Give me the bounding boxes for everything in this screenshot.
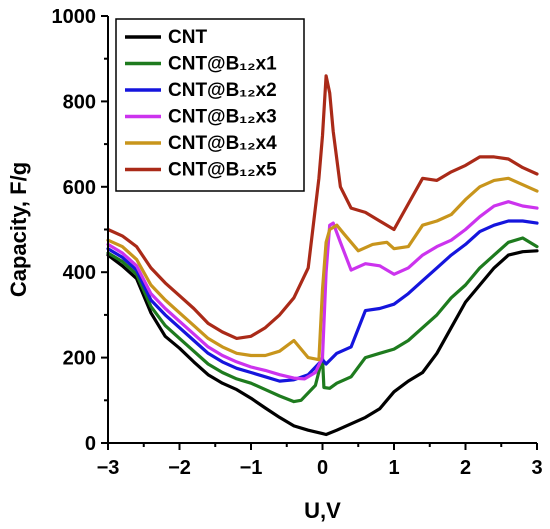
y-tick-label: 600 [63,177,96,199]
series-lines [106,74,539,437]
x-axis-title: U,V [304,498,341,523]
legend-entry: CNT [168,27,207,48]
y-tick-label: 800 [63,91,96,113]
y-axis-title: Capacity, F/g [6,162,31,297]
y-tick-label: 1000 [52,6,97,28]
legend-entry: CNT@B₁₂x4 [168,133,277,154]
series-line-4 [106,200,539,381]
tick-labels: −3 −2 −1 0 1 2 3 0 200 400 600 800 1000 [52,6,543,479]
axes [101,15,538,450]
legend-entry: CNT@B₁₂x5 [168,160,277,181]
x-tick-label: −1 [240,457,263,479]
x-tick-label: 1 [388,457,399,479]
y-tick-label: 0 [85,433,96,455]
series-line-5 [106,176,539,362]
legend-entry: CNT@B₁₂x3 [168,107,277,128]
x-tick-label: 2 [460,457,471,479]
y-tick-label: 400 [63,262,96,284]
x-tick-label: 3 [531,457,542,479]
x-tick-label: 0 [317,457,328,479]
y-tick-label: 200 [63,348,96,370]
legend: CNT CNT@B₁₂x1 CNT@B₁₂x2 CNT@B₁₂x3 CNT@B₁₂x4 C… [115,18,305,192]
x-tick-label: −2 [168,457,191,479]
legend-box [115,18,305,192]
series-line-6 [106,74,539,340]
x-tick-label: −3 [97,457,120,479]
legend-entry: CNT@B₁₂x2 [168,80,277,101]
series-line-2 [106,236,539,404]
legend-entry: CNT@B₁₂x1 [168,54,277,75]
series-line-3 [106,219,539,383]
series-line-1 [106,249,539,437]
